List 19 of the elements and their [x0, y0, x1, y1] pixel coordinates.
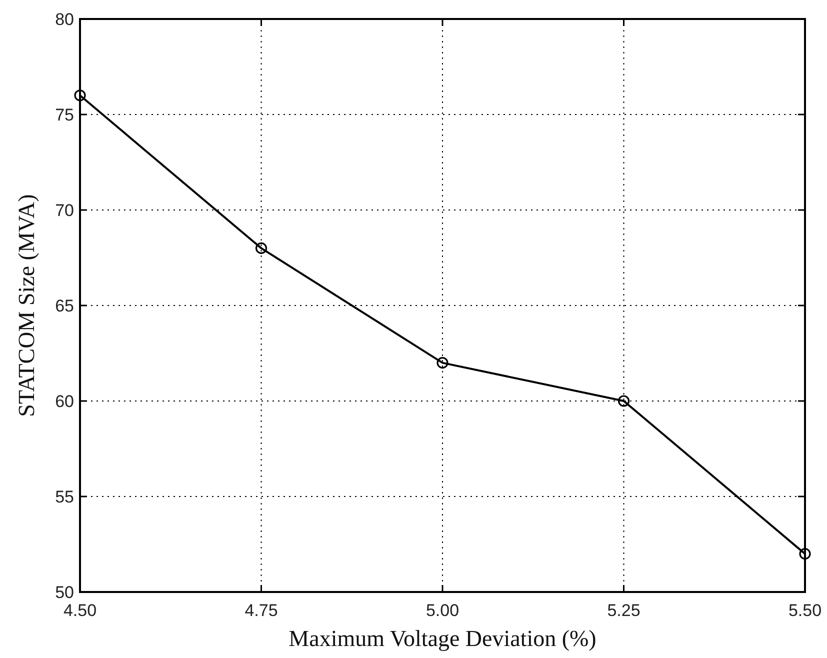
y-tick-label: 70 — [55, 200, 74, 220]
y-tick-label: 80 — [55, 10, 74, 29]
point — [799, 548, 811, 560]
x-tick-label: 5.25 — [607, 601, 640, 620]
y-tick-label: 75 — [55, 105, 74, 124]
x-tick-label: 5.00 — [426, 601, 460, 620]
point — [255, 242, 268, 254]
y-axis-title: STATCOM Size (MVA) — [14, 194, 39, 417]
point — [74, 90, 86, 102]
y-tick-label: 50 — [55, 582, 74, 602]
x-tick-label: 5.50 — [788, 601, 822, 620]
point — [436, 357, 448, 369]
y-tick-label: 65 — [55, 296, 74, 316]
y-tick-label: 60 — [55, 392, 74, 411]
y-tick-label: 55 — [55, 487, 74, 506]
x-tick-label: 4.75 — [244, 601, 278, 620]
point — [618, 395, 630, 407]
x-tick-label: 4.50 — [63, 601, 97, 620]
x-axis-title: Maximum Voltage Deviation (%) — [288, 626, 596, 651]
